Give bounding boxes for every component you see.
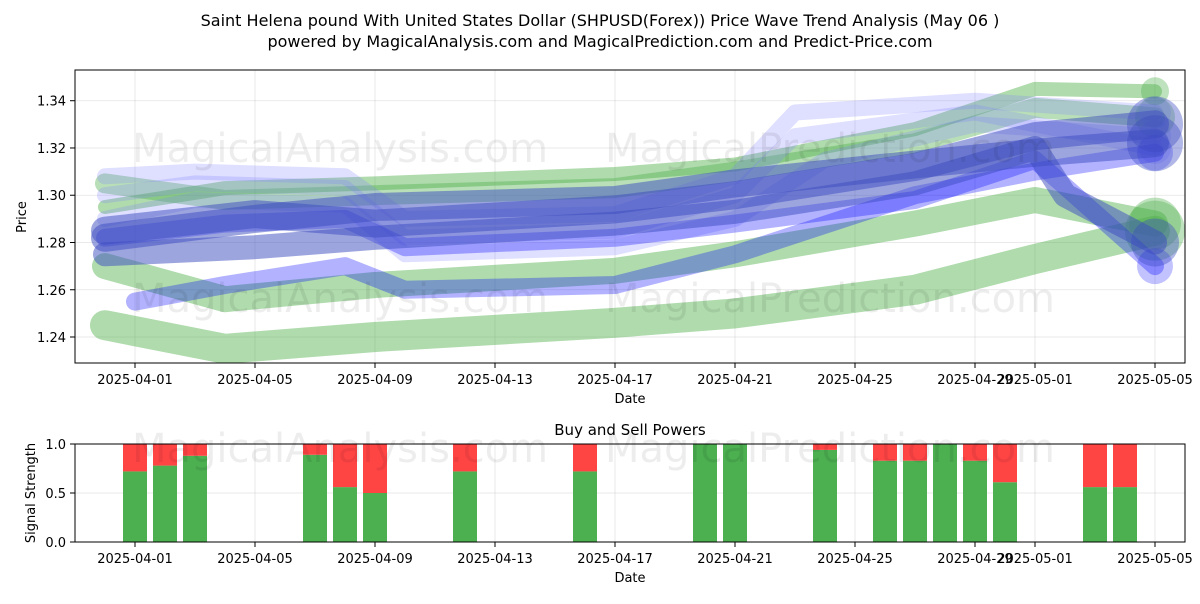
price-x-tick-label: 2025-04-21 xyxy=(697,373,773,388)
buy-bar xyxy=(1113,487,1137,542)
watermark-analysis-mid: MagicalAnalysis.com xyxy=(132,276,548,322)
sell-bar xyxy=(963,444,987,461)
price-y-tick-label: 1.26 xyxy=(37,284,66,299)
buy-bar xyxy=(303,454,327,542)
sell-bar xyxy=(303,444,327,455)
signal-x-tick-label: 2025-04-09 xyxy=(337,552,413,567)
wave-band-end-darkblue xyxy=(1127,115,1183,172)
signal-x-tick-label: 2025-05-05 xyxy=(1117,552,1193,567)
price-x-axis-label: Date xyxy=(614,392,645,407)
signal-bars xyxy=(123,444,1137,542)
buy-bar xyxy=(813,449,837,542)
sell-bar xyxy=(1083,444,1107,488)
signal-x-ticks: 2025-04-01 2025-04-05 2025-04-09 2025-04-13… xyxy=(97,542,1193,567)
sell-bar xyxy=(123,444,147,472)
sell-bar xyxy=(333,444,357,488)
wave-band-blue xyxy=(126,143,1164,311)
watermark-analysis-bottom: MagicalAnalysis.com xyxy=(132,426,548,472)
signal-x-tick-label: 2025-04-13 xyxy=(457,552,533,567)
signal-y-ticks: 0.0 0.5 1.0 xyxy=(45,438,75,551)
buy-bar xyxy=(873,460,897,542)
price-x-tick-label: 2025-04-17 xyxy=(577,373,653,388)
chart-title-line1: Saint Helena pound With United States Do… xyxy=(201,11,1000,30)
sell-bar xyxy=(453,444,477,472)
sell-bar xyxy=(903,444,927,461)
price-x-tick-label: 2025-05-01 xyxy=(997,373,1073,388)
signal-y-tick-label: 0.5 xyxy=(45,487,66,502)
sell-bar xyxy=(153,444,177,466)
watermark-prediction-bottom: MagicalPrediction.com xyxy=(605,426,1055,472)
signal-x-tick-label: 2025-04-05 xyxy=(217,552,293,567)
signal-x-tick-label: 2025-04-01 xyxy=(97,552,173,567)
buy-bar xyxy=(1083,487,1107,542)
buy-sell-panel: Buy and Sell Powers MagicalAnalysis.com … xyxy=(24,421,1193,586)
buy-bar xyxy=(573,471,597,542)
price-y-ticks: 1.24 1.26 1.28 1.30 1.32 1.34 xyxy=(37,95,75,346)
wave-band-end-green xyxy=(1141,77,1169,106)
buy-bar xyxy=(123,471,147,542)
wave-band-end-blue xyxy=(1137,248,1173,285)
price-y-tick-label: 1.30 xyxy=(37,189,66,204)
chart-title-line2: powered by MagicalAnalysis.com and Magic… xyxy=(267,32,932,51)
buy-bar xyxy=(453,471,477,542)
price-y-tick-label: 1.24 xyxy=(37,331,66,346)
signal-x-tick-label: 2025-04-21 xyxy=(697,552,773,567)
price-y-tick-label: 1.28 xyxy=(37,236,66,251)
price-x-tick-label: 2025-04-13 xyxy=(457,373,533,388)
sell-bar xyxy=(573,444,597,472)
wave-band-green xyxy=(90,215,1170,363)
sell-bar xyxy=(363,444,387,493)
buy-bar xyxy=(153,465,177,542)
signal-x-tick-label: 2025-04-25 xyxy=(817,552,893,567)
buy-sell-title: Buy and Sell Powers xyxy=(554,421,706,439)
buy-bar xyxy=(693,444,717,542)
signal-y-tick-label: 1.0 xyxy=(45,438,66,453)
buy-bar xyxy=(933,444,957,542)
signal-x-tick-label: 2025-04-29 xyxy=(937,552,1013,567)
price-x-tick-label: 2025-05-05 xyxy=(1117,373,1193,388)
buy-bar xyxy=(993,482,1017,542)
price-x-tick-label: 2025-04-09 xyxy=(337,373,413,388)
watermark-prediction-mid: MagicalPrediction.com xyxy=(605,276,1055,322)
sell-bar xyxy=(993,444,1017,483)
buy-bar xyxy=(363,493,387,542)
signal-x-tick-label: 2025-05-01 xyxy=(997,552,1073,567)
sell-bar xyxy=(873,444,897,461)
price-x-ticks: 2025-04-01 2025-04-05 2025-04-09 2025-04-13… xyxy=(97,363,1193,388)
signal-y-axis-label: Signal Strength xyxy=(24,443,39,543)
signal-x-axis-label: Date xyxy=(614,571,645,586)
sell-bar xyxy=(183,444,207,456)
price-y-tick-label: 1.34 xyxy=(37,95,66,110)
wave-band-end-darkblue xyxy=(1131,218,1179,267)
price-x-tick-label: 2025-04-05 xyxy=(217,373,293,388)
watermark-prediction-top: MagicalPrediction.com xyxy=(605,126,1055,172)
price-wave-bands xyxy=(90,77,1185,363)
buy-bar xyxy=(333,487,357,542)
wave-band-green xyxy=(92,187,1168,313)
price-wave-panel: MagicalAnalysis.com MagicalPrediction.co… xyxy=(15,69,1193,407)
price-x-tick-label: 2025-04-25 xyxy=(817,373,893,388)
signal-y-tick-label: 0.0 xyxy=(45,536,66,551)
price-axes-frame xyxy=(74,69,1186,364)
price-y-tick-label: 1.32 xyxy=(37,142,66,157)
wave-band-darkblue xyxy=(93,136,1167,267)
sell-bar xyxy=(1113,444,1137,488)
wave-band-green xyxy=(98,81,1162,214)
buy-bar xyxy=(963,460,987,542)
buy-bar xyxy=(183,455,207,542)
buy-bar xyxy=(723,444,747,542)
price-y-axis-label: Price xyxy=(15,201,30,233)
sell-bar xyxy=(813,444,837,450)
buy-bar xyxy=(903,460,927,542)
price-x-tick-label: 2025-04-01 xyxy=(97,373,173,388)
signal-x-tick-label: 2025-04-17 xyxy=(577,552,653,567)
price-x-tick-label: 2025-04-29 xyxy=(937,373,1013,388)
watermark-analysis-top: MagicalAnalysis.com xyxy=(132,126,548,172)
